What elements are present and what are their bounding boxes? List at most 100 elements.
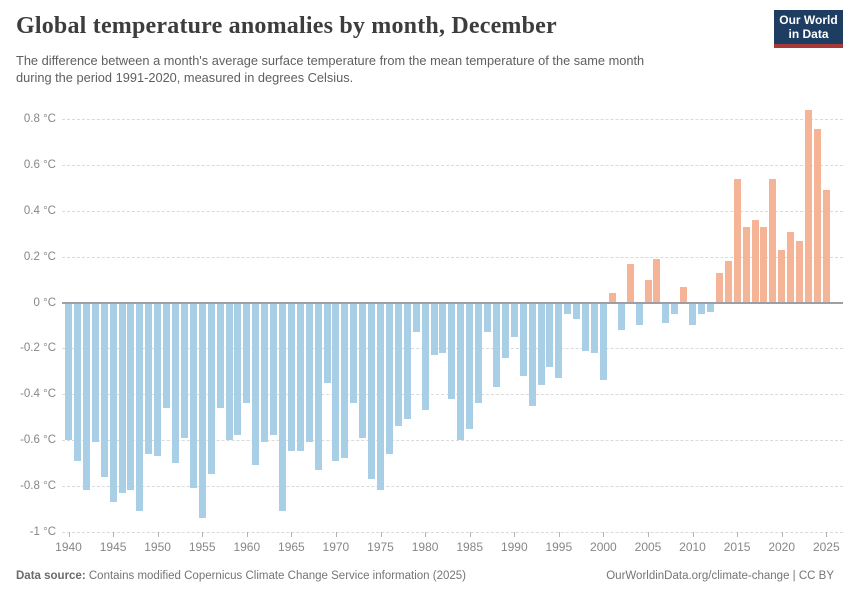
bar-1964[interactable] bbox=[279, 302, 286, 511]
bar-1990[interactable] bbox=[510, 302, 518, 337]
bar-2003[interactable] bbox=[626, 263, 634, 303]
bar-2001[interactable] bbox=[608, 293, 616, 303]
bar-2013[interactable] bbox=[715, 272, 723, 303]
bar-1962[interactable] bbox=[261, 302, 269, 443]
bar-1965[interactable] bbox=[287, 302, 295, 452]
bar-1952[interactable] bbox=[172, 302, 179, 463]
bar-2007[interactable] bbox=[662, 302, 670, 324]
bar-1982[interactable] bbox=[439, 302, 447, 353]
bar-1985[interactable] bbox=[466, 302, 474, 429]
bar-1979[interactable] bbox=[412, 302, 420, 333]
bar-1948[interactable] bbox=[136, 302, 144, 511]
bar-1992[interactable] bbox=[528, 302, 536, 406]
bar-1967[interactable] bbox=[305, 302, 313, 443]
x-tick-1985 bbox=[469, 531, 471, 537]
bar-2012[interactable] bbox=[706, 302, 714, 312]
bar-1957[interactable] bbox=[216, 302, 224, 408]
bar-1972[interactable] bbox=[350, 302, 358, 404]
bar-1976[interactable] bbox=[385, 302, 393, 454]
bar-2023[interactable] bbox=[804, 110, 812, 303]
bar-1994[interactable] bbox=[546, 302, 554, 367]
zero-axis-line bbox=[62, 301, 843, 304]
bar-1966[interactable] bbox=[296, 302, 304, 452]
bar-2017[interactable] bbox=[751, 220, 759, 303]
bar-2025[interactable] bbox=[822, 190, 830, 303]
bar-2009[interactable] bbox=[680, 286, 688, 303]
bar-2022[interactable] bbox=[796, 240, 803, 303]
bar-1997[interactable] bbox=[573, 302, 581, 319]
bar-1942[interactable] bbox=[82, 302, 90, 491]
bar-1951[interactable] bbox=[163, 302, 171, 408]
bar-2000[interactable] bbox=[599, 302, 607, 381]
bar-1968[interactable] bbox=[314, 302, 322, 470]
bar-1999[interactable] bbox=[591, 302, 598, 353]
owid-logo[interactable]: Our World in Data bbox=[774, 10, 843, 48]
bar-1983[interactable] bbox=[448, 302, 456, 399]
bar-1958[interactable] bbox=[225, 302, 233, 440]
x-tick-1940 bbox=[68, 531, 70, 537]
x-axis-label-2005: 2005 bbox=[634, 539, 662, 554]
bar-2018[interactable] bbox=[760, 226, 768, 303]
bar-1971[interactable] bbox=[341, 302, 349, 459]
bar-1947[interactable] bbox=[127, 302, 135, 491]
bar-1993[interactable] bbox=[537, 302, 545, 385]
x-tick-1950 bbox=[157, 531, 159, 537]
bar-1945[interactable] bbox=[109, 302, 117, 502]
bar-2021[interactable] bbox=[787, 231, 795, 303]
bar-1989[interactable] bbox=[501, 302, 509, 358]
bar-1996[interactable] bbox=[564, 302, 572, 314]
bar-1998[interactable] bbox=[582, 302, 590, 351]
bar-2020[interactable] bbox=[778, 249, 786, 303]
x-axis-label-2010: 2010 bbox=[679, 539, 706, 554]
bar-1944[interactable] bbox=[100, 302, 108, 477]
bar-1980[interactable] bbox=[421, 302, 429, 411]
bar-1988[interactable] bbox=[492, 302, 500, 388]
bar-1963[interactable] bbox=[270, 302, 277, 436]
bar-2008[interactable] bbox=[671, 302, 679, 314]
bar-2006[interactable] bbox=[653, 259, 661, 303]
page-title: Global temperature anomalies by month, D… bbox=[16, 13, 557, 39]
bar-1984[interactable] bbox=[457, 302, 465, 440]
bar-1943[interactable] bbox=[91, 302, 99, 443]
bar-2014[interactable] bbox=[724, 261, 732, 303]
x-tick-1955 bbox=[202, 531, 204, 537]
bar-1973[interactable] bbox=[359, 302, 367, 438]
x-axis-label-1960: 1960 bbox=[233, 539, 261, 554]
bar-1981[interactable] bbox=[430, 302, 438, 356]
bar-1954[interactable] bbox=[189, 302, 197, 488]
bar-2004[interactable] bbox=[635, 302, 643, 326]
bar-1956[interactable] bbox=[207, 302, 215, 475]
bar-1995[interactable] bbox=[555, 302, 563, 379]
bar-2015[interactable] bbox=[733, 178, 741, 303]
bar-2016[interactable] bbox=[742, 226, 750, 303]
bar-1950[interactable] bbox=[154, 302, 162, 456]
bar-2005[interactable] bbox=[644, 279, 652, 303]
bar-1991[interactable] bbox=[519, 302, 527, 376]
bar-1940[interactable] bbox=[65, 302, 72, 440]
bar-2010[interactable] bbox=[689, 302, 696, 326]
bar-1969[interactable] bbox=[323, 302, 331, 383]
bar-1970[interactable] bbox=[332, 302, 340, 461]
bar-2011[interactable] bbox=[698, 302, 705, 314]
x-tick-2015 bbox=[737, 531, 739, 537]
footer-citation-link[interactable]: OurWorldinData.org/climate-change | CC B… bbox=[606, 570, 834, 582]
bar-1949[interactable] bbox=[145, 302, 153, 454]
bar-1955[interactable] bbox=[198, 302, 206, 518]
bar-1975[interactable] bbox=[377, 302, 384, 491]
bar-1987[interactable] bbox=[484, 302, 491, 333]
bar-1961[interactable] bbox=[252, 302, 260, 466]
bar-1960[interactable] bbox=[243, 302, 251, 404]
bar-1941[interactable] bbox=[73, 302, 81, 461]
bar-1946[interactable] bbox=[118, 302, 126, 493]
x-axis-label-2015: 2015 bbox=[723, 539, 751, 554]
bar-1978[interactable] bbox=[403, 302, 411, 420]
bar-1959[interactable] bbox=[234, 302, 242, 436]
bar-2019[interactable] bbox=[769, 178, 777, 303]
bar-1977[interactable] bbox=[394, 302, 402, 427]
bar-1974[interactable] bbox=[368, 302, 376, 479]
bar-1953[interactable] bbox=[180, 302, 188, 438]
bar-2024[interactable] bbox=[813, 128, 821, 303]
bar-1986[interactable] bbox=[475, 302, 483, 404]
bar-2002[interactable] bbox=[617, 302, 625, 330]
